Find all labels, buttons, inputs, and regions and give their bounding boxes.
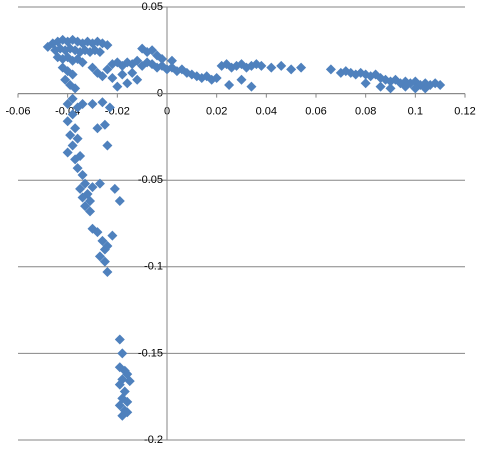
point [114,195,125,206]
point [142,57,153,68]
point [132,74,143,85]
point [112,81,123,92]
point [67,93,78,104]
y-tick-label: -0.1 [144,261,163,273]
point [70,123,81,134]
point [211,73,222,84]
point [122,78,133,89]
point [60,74,71,85]
point [256,60,267,71]
point [77,57,88,68]
point [97,235,108,246]
point [119,365,130,376]
point [296,62,307,73]
point [77,192,88,203]
point [67,140,78,151]
point [87,182,98,193]
point [286,64,297,75]
point [157,53,168,64]
point [114,400,125,411]
point [75,150,86,161]
x-tick-label: 0.12 [454,106,475,118]
point [62,116,73,127]
point [114,379,125,390]
point [67,109,78,120]
point [104,102,115,113]
point [92,123,103,134]
point [122,396,133,407]
point [102,40,113,51]
point [122,407,133,418]
point [385,83,396,94]
point [102,140,113,151]
point [102,64,113,75]
point [92,227,103,238]
point [276,60,287,71]
point [117,348,128,359]
x-tick-label: 0.06 [305,106,326,118]
point [107,230,118,241]
point [114,334,125,345]
point [360,78,371,89]
point [107,73,118,84]
point [266,62,277,73]
y-tick-label: -0.2 [144,434,163,446]
y-tick-label: -0.15 [138,347,163,359]
point [112,57,123,68]
point [224,79,235,90]
point [325,64,336,75]
point [75,183,86,194]
point [375,81,386,92]
point [80,178,91,189]
point [87,62,98,73]
point [102,266,113,277]
point [62,147,73,158]
point [102,241,113,252]
point [117,69,128,80]
point [97,71,108,82]
point [94,178,105,189]
y-tick-label: -0.05 [138,174,163,186]
point [87,98,98,109]
y-tick-label: 0.05 [142,1,163,13]
point [85,206,96,217]
point [94,47,105,58]
point [410,83,421,94]
point [85,195,96,206]
point [67,69,78,80]
point [109,183,120,194]
point [99,119,110,130]
point [147,45,158,56]
point [77,170,88,181]
x-tick-label: 0.1 [408,106,423,118]
point [420,83,431,94]
point [127,67,138,78]
point [97,97,108,108]
point [400,81,411,92]
point [72,133,83,144]
point [72,163,83,174]
point [65,130,76,141]
x-tick-label: 0.08 [355,106,376,118]
point [132,55,143,66]
point [94,251,105,262]
x-tick-label: 0.04 [256,106,277,118]
point [80,201,91,212]
point [124,376,135,387]
x-tick-label: -0.06 [5,106,30,118]
point [62,98,73,109]
point [70,83,81,94]
point [236,74,247,85]
point [166,55,177,66]
x-tick-label: 0.02 [206,106,227,118]
point [435,79,446,90]
point [77,98,88,109]
point [246,81,257,92]
point [99,256,110,267]
